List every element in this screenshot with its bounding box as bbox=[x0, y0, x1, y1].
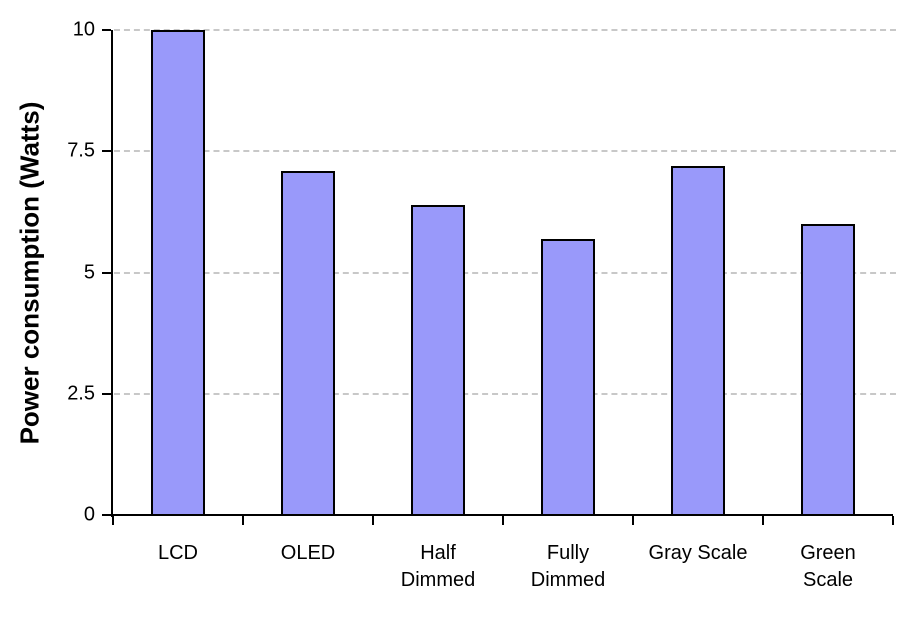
y-axis-line bbox=[111, 30, 113, 517]
x-tick bbox=[892, 516, 894, 525]
bar-oled bbox=[281, 170, 335, 516]
y-tick-label: 7.5 bbox=[67, 139, 95, 162]
x-tick-label-line: LCD bbox=[157, 542, 198, 564]
x-tick-label-line: OLED bbox=[280, 542, 336, 564]
bar-fully-dimmed bbox=[541, 238, 595, 516]
x-tick bbox=[372, 516, 374, 525]
gridline bbox=[114, 392, 896, 395]
x-tick-label: OLED bbox=[243, 540, 373, 567]
x-tick-label-line: Dimmed bbox=[530, 569, 606, 591]
x-tick-label: Half Dimmed bbox=[373, 540, 503, 594]
bar-gray-scale bbox=[671, 165, 725, 516]
y-tick-label: 5 bbox=[83, 261, 95, 283]
x-tick-label-line: Fully bbox=[546, 542, 590, 564]
y-tick bbox=[102, 514, 111, 516]
x-tick-label-line: Half bbox=[420, 542, 456, 564]
x-tick bbox=[502, 516, 504, 525]
gridline bbox=[114, 29, 896, 31]
gridline bbox=[114, 150, 896, 153]
y-tick-label: 10 bbox=[72, 18, 95, 41]
x-tick bbox=[112, 516, 114, 525]
x-tick-label: Fully Dimmed bbox=[503, 540, 633, 594]
y-tick bbox=[102, 29, 111, 31]
x-tick bbox=[762, 516, 764, 525]
bar-green-scale bbox=[801, 224, 855, 516]
y-tick bbox=[102, 271, 111, 274]
y-tick bbox=[102, 392, 111, 395]
x-axis-line bbox=[111, 514, 893, 516]
x-tick-label-line: Scale bbox=[802, 569, 854, 591]
x-tick-label-line: Green bbox=[800, 542, 856, 564]
x-tick bbox=[242, 516, 244, 525]
x-tick bbox=[632, 516, 634, 525]
x-tick-label: LCD bbox=[113, 540, 243, 567]
y-tick-label: 0 bbox=[83, 503, 95, 526]
x-tick-label-line: Gray Scale bbox=[648, 542, 748, 564]
gridline bbox=[114, 271, 896, 274]
x-tick-label-line: Dimmed bbox=[400, 569, 476, 591]
x-tick-label: Green Scale bbox=[763, 540, 893, 594]
y-tick-label: 2.5 bbox=[67, 382, 95, 405]
x-tick-label: Gray Scale bbox=[633, 540, 763, 567]
bar-lcd bbox=[151, 30, 205, 516]
bar-half-dimmed bbox=[411, 204, 465, 516]
y-tick bbox=[102, 150, 111, 153]
